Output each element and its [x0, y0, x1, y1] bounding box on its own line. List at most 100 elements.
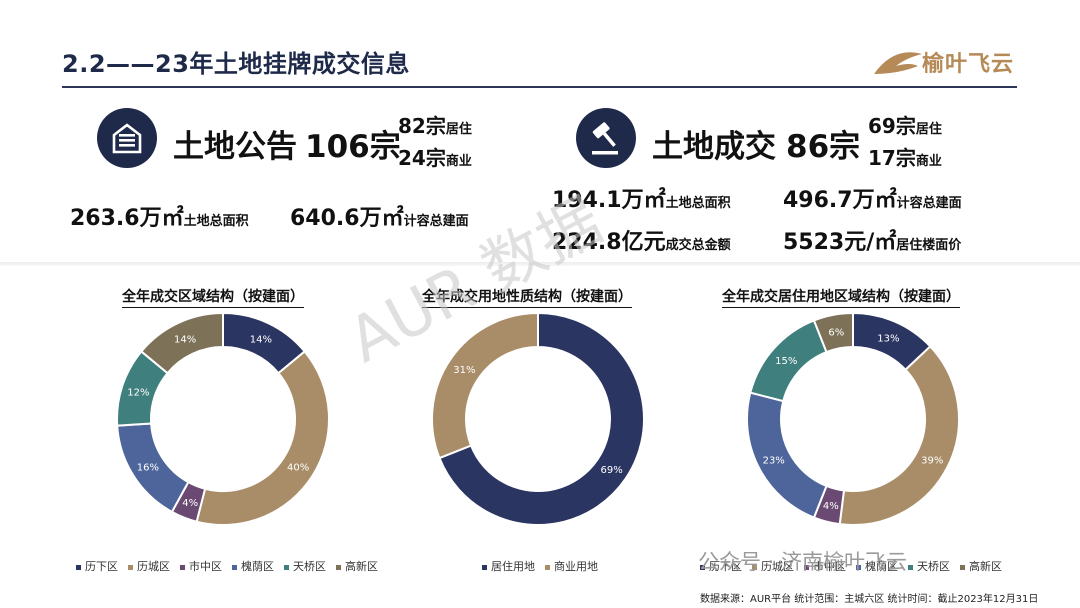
deal-area-label: 土地总面积: [665, 196, 731, 211]
chart3-legend-item-4: 槐荫区: [856, 560, 898, 573]
chart2-label-1: 69%: [600, 465, 622, 476]
chart2-legend-swatch-2: [545, 564, 550, 570]
deal-money: 224.8亿元成交总金额: [552, 224, 731, 256]
deal-build: 496.7万㎡计容总建面: [783, 182, 962, 214]
chart3-legend: 历下区 历城区 市中区 槐荫区 天桥区 高新区: [700, 558, 1012, 574]
chart2-legend-text-1: 居住用地: [491, 560, 535, 573]
chart1-legend-text-2: 历城区: [137, 560, 170, 573]
title-underline: [62, 86, 1017, 88]
chart1-legend-item-3: 市中区: [180, 560, 222, 573]
chart3-legend-swatch-3: [804, 564, 809, 570]
chart2-legend-item-2: 商业用地: [545, 560, 598, 573]
section-divider: [0, 262, 1080, 266]
deal-money-value: 224.8亿元: [552, 230, 666, 255]
chart1-legend-item-4: 槐荫区: [232, 560, 274, 573]
deal-com-num: 17宗: [868, 146, 916, 170]
announce-build-label: 计容总建面: [403, 214, 469, 229]
deal-price: 5523元/㎡居住楼面价: [783, 224, 961, 256]
chart1-legend-swatch-6: [336, 564, 341, 570]
announce-com-label: 商业: [445, 154, 472, 169]
chart1-slice-6: [139, 311, 224, 375]
chart1-legend-swatch-2: [128, 564, 133, 570]
chart3-legend-swatch-2: [752, 564, 757, 570]
deal-count: 86宗: [786, 129, 861, 165]
announce-res-label: 居住: [445, 122, 472, 137]
chart1-legend-swatch-5: [284, 564, 289, 570]
chart3-legend-text-1: 历下区: [709, 560, 742, 573]
chart1-label-2: 40%: [287, 463, 309, 474]
chart1-label-5: 12%: [127, 387, 149, 398]
chart3-legend-text-5: 天桥区: [917, 560, 950, 573]
chart3-legend-text-3: 市中区: [813, 560, 846, 573]
chart1-legend: 历下区 历城区 市中区 槐荫区 天桥区 高新区: [76, 558, 388, 574]
chart3-legend-text-6: 高新区: [969, 560, 1002, 573]
chart1-label-3: 4%: [182, 498, 198, 509]
page-title: 2.2——23年土地挂牌成交信息: [62, 50, 410, 78]
chart3-legend-item-2: 历城区: [752, 560, 794, 573]
chart1-legend-swatch-1: [76, 564, 81, 570]
deal-res-num: 69宗: [868, 114, 916, 138]
chart2-slice-1: [438, 311, 645, 526]
chart3-legend-swatch-4: [856, 564, 861, 570]
deal-residential: 69宗居住: [868, 110, 942, 139]
chart1-slice-2: [195, 350, 330, 526]
chart3-legend-item-6: 高新区: [960, 560, 1002, 573]
chart1-legend-swatch-3: [180, 564, 185, 570]
chart1-legend-item-1: 历下区: [76, 560, 118, 573]
deal-commercial: 17宗商业: [868, 142, 942, 171]
deal-icon: [576, 108, 636, 168]
chart1-legend-swatch-4: [232, 564, 237, 570]
chart3-legend-item-1: 历下区: [700, 560, 742, 573]
chart3-slice-6: [812, 311, 854, 354]
chart3-label-4: 23%: [763, 455, 785, 466]
chart3-label-5: 15%: [775, 356, 797, 367]
deal-label: 土地成交: [652, 129, 776, 165]
chart1-label-1: 14%: [250, 334, 272, 345]
announce-com-num: 24宗: [398, 146, 446, 170]
announce-area-label: 土地总面积: [183, 214, 249, 229]
leaf-logo-icon: [874, 52, 922, 74]
announce-build-value: 640.6万㎡: [290, 206, 404, 231]
chart2-title: 全年成交用地性质结构（按建面）: [422, 286, 632, 308]
chart1-legend-item-5: 天桥区: [284, 560, 326, 573]
chart1-legend-text-1: 历下区: [85, 560, 118, 573]
chart3-legend-swatch-5: [908, 564, 913, 570]
chart2-legend: 居住用地 商业用地: [482, 558, 608, 574]
chart1-legend-text-3: 市中区: [189, 560, 222, 573]
board-icon: [112, 123, 142, 154]
announce-commercial: 24宗商业: [398, 142, 472, 171]
footer-source: 数据来源：AUR平台 统计范围：主城六区 统计时间：截止2023年12月31日: [700, 594, 1039, 605]
gavel-icon: [592, 122, 618, 155]
wechat-watermark: 公众号 · 济南榆叶飞云: [698, 550, 908, 574]
announcement-icon: [97, 108, 157, 168]
deal-area-value: 194.1万㎡: [552, 188, 666, 213]
chart3-title: 全年成交居住用地区域结构（按建面）: [722, 286, 960, 308]
chart2-label-2: 31%: [453, 365, 475, 376]
chart1-legend-item-6: 高新区: [336, 560, 378, 573]
chart3-label-1: 13%: [877, 333, 899, 344]
chart2-legend-text-2: 商业用地: [554, 560, 598, 573]
chart1-legend-text-6: 高新区: [345, 560, 378, 573]
chart3-label-3: 4%: [823, 501, 839, 512]
announce-area-value: 263.6万㎡: [70, 206, 184, 231]
chart1-legend-text-4: 槐荫区: [241, 560, 274, 573]
deal-area: 194.1万㎡土地总面积: [552, 182, 731, 214]
chart1-legend-item-2: 历城区: [128, 560, 170, 573]
residential-district-donut-chart: 13% 39% 4% 23% 15% 6%: [746, 311, 960, 526]
deal-res-label: 居住: [915, 122, 942, 137]
deal-price-label: 居住楼面价: [896, 238, 962, 253]
deal-price-value: 5523元/㎡: [783, 230, 897, 255]
announce-label: 土地公告: [173, 129, 297, 165]
chart3-legend-swatch-6: [960, 564, 965, 570]
chart1-label-6: 14%: [174, 334, 196, 345]
chart2-legend-swatch-1: [482, 564, 487, 570]
announce-area: 263.6万㎡土地总面积: [70, 200, 249, 232]
logo-text: 榆叶飞云: [922, 52, 1015, 77]
chart3-legend-text-2: 历城区: [761, 560, 794, 573]
deal-money-label: 成交总金额: [665, 238, 731, 253]
district-donut-chart: 14% 40% 4% 16% 12% 14%: [116, 311, 330, 526]
chart1-legend-text-5: 天桥区: [293, 560, 326, 573]
chart2-slice-2: [431, 311, 539, 460]
chart3-legend-item-5: 天桥区: [908, 560, 950, 573]
announce-res-num: 82宗: [398, 114, 446, 138]
